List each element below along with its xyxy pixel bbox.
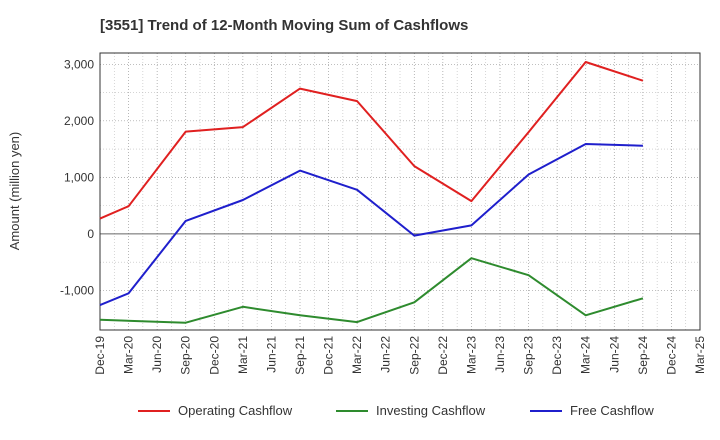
x-tick-label: Sep-21 xyxy=(293,336,307,375)
plot-area: -1,000 0 1,000 2,000 3,000 Dec-19 Mar-20 Jun-20… xyxy=(60,52,707,375)
x-tick-label: Dec-23 xyxy=(550,336,564,375)
x-tick-label: Mar-22 xyxy=(350,336,364,374)
x-tick-label: Jun-20 xyxy=(150,336,164,373)
y-axis-label: Amount (million yen) xyxy=(7,132,22,251)
x-tick-label: Dec-21 xyxy=(322,336,336,375)
series-line-investing-cashflow xyxy=(99,257,644,324)
legend-label: Operating Cashflow xyxy=(178,403,293,418)
y-tick-label: 3,000 xyxy=(64,57,94,71)
x-tick-label: Jun-24 xyxy=(607,336,621,373)
legend: Operating Cashflow Investing Cashflow Free… xyxy=(138,403,654,418)
x-tick-label: Jun-22 xyxy=(379,336,393,373)
chart-title: [3551] Trend of 12-Month Moving Sum of C… xyxy=(100,17,468,34)
x-tick-label: Mar-21 xyxy=(236,336,250,374)
x-tick-label: Dec-19 xyxy=(93,336,107,375)
x-tick-label: Mar-23 xyxy=(464,336,478,374)
x-tick-label: Sep-23 xyxy=(522,336,536,375)
x-tick-label: Sep-20 xyxy=(179,336,193,375)
x-tick-label: Sep-24 xyxy=(636,336,650,375)
x-tick-label: Sep-22 xyxy=(407,336,421,375)
x-tick-label: Mar-24 xyxy=(579,336,593,374)
y-tick-label: 0 xyxy=(87,227,94,241)
legend-label: Investing Cashflow xyxy=(376,403,486,418)
plot-frame xyxy=(99,52,701,331)
x-tick-label: Jun-21 xyxy=(264,336,278,373)
y-tick-label: -1,000 xyxy=(60,283,94,297)
series-line-operating-cashflow xyxy=(99,61,644,220)
x-tick-label: Dec-22 xyxy=(436,336,450,375)
y-tick-label: 2,000 xyxy=(64,114,94,128)
legend-label: Free Cashflow xyxy=(570,403,654,418)
series-line-free-cashflow xyxy=(99,143,643,307)
y-tick-label: 1,000 xyxy=(64,170,94,184)
x-tick-label: Dec-20 xyxy=(207,336,221,375)
x-tick-label: Jun-23 xyxy=(493,336,507,373)
x-tick-label: Mar-20 xyxy=(122,336,136,374)
x-tick-label: Mar-25 xyxy=(693,336,707,374)
x-tick-label: Dec-24 xyxy=(664,336,678,375)
